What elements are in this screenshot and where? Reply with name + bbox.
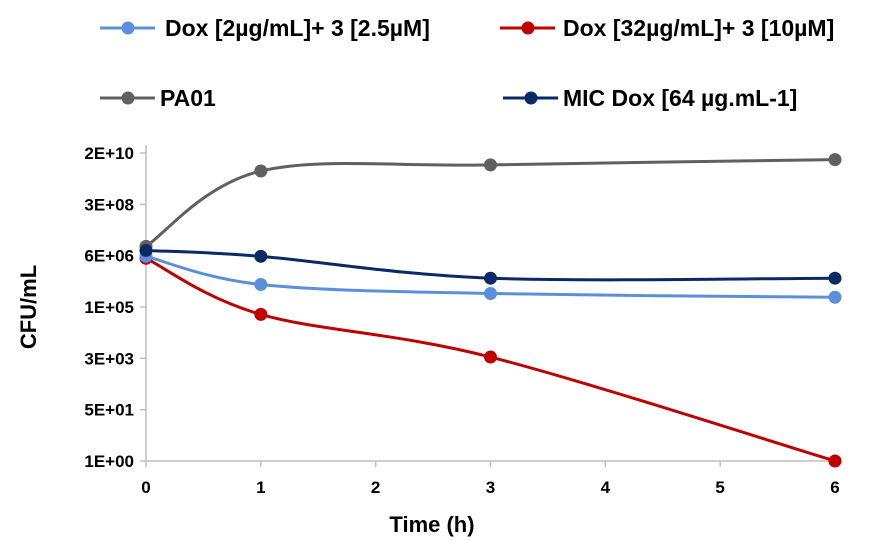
data-point xyxy=(828,290,842,304)
series-2 xyxy=(139,153,842,253)
x-tick-label: 5 xyxy=(715,478,724,497)
data-point xyxy=(254,249,268,263)
x-tick-label: 4 xyxy=(601,478,611,497)
legend-label: Dox [2µg/mL]+ 3 [2.5µM] xyxy=(165,15,430,41)
y-tick-label: 5E+01 xyxy=(84,401,134,420)
y-tick-label: 2E+10 xyxy=(84,144,134,163)
data-point xyxy=(828,454,842,468)
legend-entry: PA01 xyxy=(100,85,216,111)
legend-label: PA01 xyxy=(160,85,216,111)
data-point xyxy=(139,243,153,257)
y-tick-label: 1E+00 xyxy=(84,452,134,471)
series-3 xyxy=(139,243,842,285)
data-point xyxy=(484,286,497,300)
data-point xyxy=(484,350,497,364)
data-point xyxy=(254,164,268,178)
series-line xyxy=(145,248,836,282)
legend-entry: MIC Dox [64 µg.mL-1] xyxy=(503,85,797,111)
series-layer xyxy=(139,153,842,468)
x-tick-label: 3 xyxy=(486,478,495,497)
x-tick-label: 6 xyxy=(830,478,839,497)
legend-label: Dox [32µg/mL]+ 3 [10µM] xyxy=(563,15,834,41)
data-point xyxy=(254,277,268,291)
y-axis-tick-labels: 2E+10 3E+08 6E+06 1E+05 3E+03 5E+01 1E+00 xyxy=(84,144,146,471)
x-tick-label: 1 xyxy=(256,478,265,497)
x-tick-label: 0 xyxy=(141,478,150,497)
data-point xyxy=(828,153,842,167)
legend-marker xyxy=(121,91,135,105)
legend-entry: Dox [2µg/mL]+ 3 [2.5µM] xyxy=(100,15,430,41)
x-axis-tick-labels: 0 1 2 3 4 5 6 xyxy=(141,461,840,497)
series-line xyxy=(145,256,836,463)
y-tick-label: 3E+08 xyxy=(84,195,134,214)
legend-entry: Dox [32µg/mL]+ 3 [10µM] xyxy=(500,15,834,41)
data-point xyxy=(484,271,497,285)
series-line xyxy=(145,254,836,299)
y-axis-title: CFU/mL xyxy=(16,265,41,349)
data-point xyxy=(254,307,268,321)
y-tick-label: 3E+03 xyxy=(84,349,134,368)
axes xyxy=(145,145,835,462)
x-tick-label: 2 xyxy=(371,478,380,497)
series-line xyxy=(145,158,836,248)
legend-marker xyxy=(121,21,135,35)
y-tick-label: 1E+05 xyxy=(84,298,134,317)
y-tick-label: 6E+06 xyxy=(84,247,134,266)
legend-marker xyxy=(524,91,538,105)
data-point xyxy=(828,271,842,285)
data-point xyxy=(484,158,497,172)
legend-label: MIC Dox [64 µg.mL-1] xyxy=(563,85,797,111)
x-axis-title: Time (h) xyxy=(389,512,474,537)
legend: Dox [2µg/mL]+ 3 [2.5µM] Dox [32µg/mL]+ 3 … xyxy=(100,15,834,111)
legend-marker xyxy=(521,21,535,35)
